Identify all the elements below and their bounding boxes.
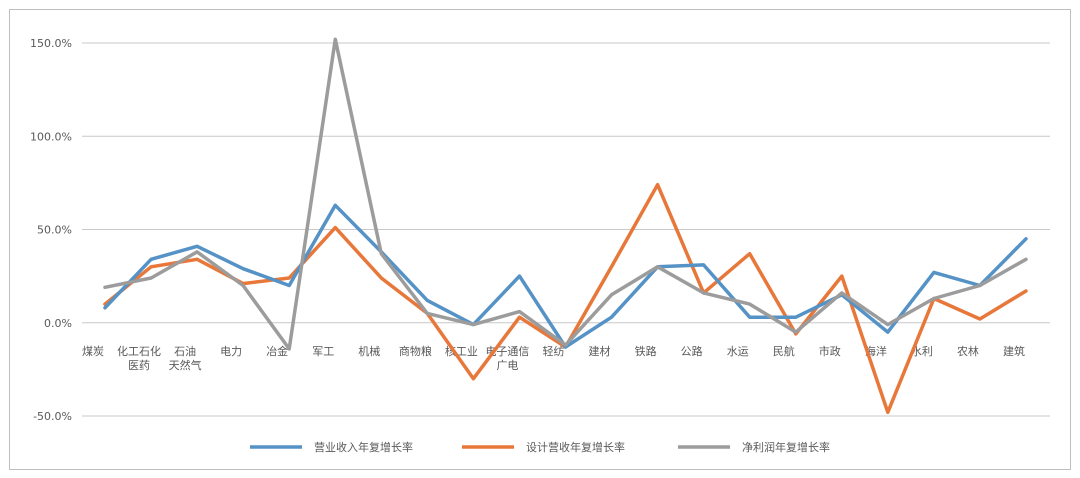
x-category-label: 商物粮 xyxy=(399,344,432,358)
x-category-label: 石油天然气 xyxy=(169,344,202,372)
x-category-label: 建筑 xyxy=(1003,344,1025,358)
x-category-label: 化工石化医药 xyxy=(117,344,161,372)
x-category-label: 市政 xyxy=(819,344,841,358)
x-category-label: 农林 xyxy=(957,344,979,358)
y-tick-label: 100.0% xyxy=(30,130,72,143)
x-category-label: 机械 xyxy=(358,344,380,358)
x-category-label: 海洋 xyxy=(865,344,887,358)
y-tick-label: 0.0% xyxy=(44,317,72,330)
x-category-label: 建材 xyxy=(589,344,611,358)
x-category-label: 电力 xyxy=(220,345,242,358)
x-category-label: 水利 xyxy=(911,345,933,358)
x-axis-category-labels: 煤炭 化工石化医药石油天然气电力 冶金 军工 机械 商物粮 核工业 电子通信广电轻纺 建材 铁路公… xyxy=(82,344,1025,372)
x-category-label: 公路 xyxy=(681,345,703,358)
series-line xyxy=(103,37,1028,351)
x-category-label: 煤炭 xyxy=(82,345,104,358)
x-category-label: 铁路 xyxy=(635,345,657,358)
x-category-label: 轻纺 xyxy=(543,344,565,358)
y-axis-tick-labels: -50.0% 0.0% 50.0% 100.0% 150.0% xyxy=(30,37,72,423)
legend: 营业收入年复增长率 设计营收年复增长率 净利润年复增长率 xyxy=(250,440,830,454)
x-category-label: 电子通信广电 xyxy=(485,345,529,372)
series-lines xyxy=(103,37,1028,415)
legend-label: 设计营收年复增长率 xyxy=(526,440,625,454)
y-tick-label: -50.0% xyxy=(33,410,72,423)
x-category-label: 冶金 xyxy=(266,344,288,358)
y-tick-label: 150.0% xyxy=(30,37,72,50)
series-line xyxy=(103,182,1028,415)
grid-lines xyxy=(82,42,1050,417)
legend-label: 营业收入年复增长率 xyxy=(314,440,413,454)
legend-label: 净利润年复增长率 xyxy=(742,440,830,454)
x-category-label: 水运 xyxy=(727,345,749,358)
series-line xyxy=(103,203,1028,349)
y-tick-label: 50.0% xyxy=(37,224,72,237)
x-category-label: 军工 xyxy=(312,345,334,358)
x-category-label: 民航 xyxy=(773,344,795,358)
